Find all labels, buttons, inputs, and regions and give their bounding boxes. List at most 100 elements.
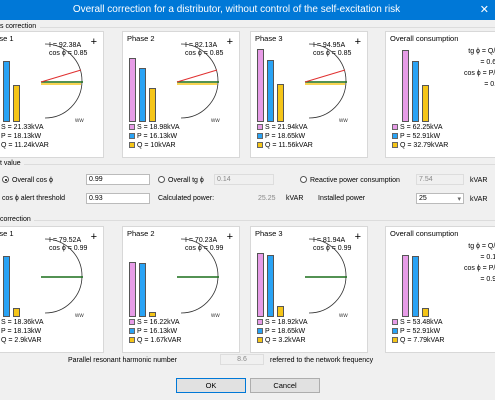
panel-title: Overall consumption	[390, 34, 459, 43]
ok-button[interactable]: OK	[176, 378, 246, 393]
harmonic-value: 8.6	[220, 354, 264, 365]
group-divider-bottom	[34, 220, 495, 221]
close-icon[interactable]: ✕	[479, 4, 489, 16]
cos-formula: cos ϕ = P/S	[463, 70, 495, 77]
legend-s: S = 53.48kVA	[392, 319, 442, 327]
vector-diagram: ww	[40, 43, 84, 124]
alert-threshold-input[interactable]: 0.93	[86, 193, 150, 204]
reactive-input: 7.54	[416, 174, 464, 185]
legend-s: S = 62.25kVA	[392, 124, 442, 132]
s-value: S = 21.33kVA	[1, 124, 44, 131]
overall-cos-option[interactable]: Overall cos ϕ	[2, 176, 53, 184]
swatch-q	[129, 142, 135, 148]
overall-cos-radio[interactable]	[2, 176, 9, 183]
plus-icon: +	[354, 36, 361, 48]
panel-title: hase 1	[0, 229, 14, 238]
current-value: I = 70.23A	[185, 237, 218, 244]
calculated-power-value: 25.25	[258, 195, 276, 202]
calculated-power-unit: kVAR	[286, 195, 304, 202]
bar-group	[0, 44, 33, 122]
bar-p	[412, 256, 419, 317]
q-value: Q = 2.9kVAR	[1, 337, 42, 344]
svg-text:ww: ww	[74, 313, 84, 319]
overall-cos-label: Overall cos ϕ	[12, 177, 53, 184]
cos-value: cos ϕ = 0.85	[49, 50, 88, 57]
legend-q: Q = 2.9kVAR	[0, 337, 42, 345]
panel-title: Overall consumption	[390, 229, 459, 238]
bar-q	[422, 307, 429, 317]
legend-p: P = 16.13kW	[129, 328, 177, 336]
swatch-s	[129, 319, 135, 325]
legend-q: Q = 1.67kVAR	[129, 337, 181, 345]
legend-q: Q = 11.56kVAR	[257, 142, 313, 150]
q-value: Q = 7.79kVAR	[400, 337, 445, 344]
panel-title: hase 1	[0, 34, 14, 43]
bar-p	[139, 68, 146, 122]
plus-icon: +	[90, 36, 97, 48]
bar-s	[402, 50, 409, 122]
legend-s: S = 18.36kVA	[0, 319, 43, 327]
overall-consumption-panel: Overall consumption tg ϕ = Q/P = 0.15 cos ϕ…	[385, 226, 495, 353]
swatch-q	[392, 337, 398, 343]
plus-icon: +	[226, 36, 233, 48]
overall-tg-radio[interactable]	[158, 176, 165, 183]
panel-title: Phase 2	[127, 34, 155, 43]
group-label-target: t value	[0, 160, 21, 167]
legend-p: P = 18.65kW	[257, 328, 305, 336]
vector-diagram: ww	[41, 238, 84, 319]
installed-power-select[interactable]: 25 ▾	[416, 193, 464, 204]
bar-group	[0, 239, 33, 317]
legend-s: S = 16.22kVA	[129, 319, 179, 327]
swatch-q	[129, 337, 135, 343]
q-value: Q = 32.79kVAR	[400, 142, 449, 149]
legend-p: P = 18.13kW	[0, 328, 41, 336]
swatch-p	[392, 133, 398, 139]
q-value: Q = 11.24kVAR	[1, 142, 49, 149]
p-value: P = 18.13kW	[1, 328, 42, 335]
bar-s	[129, 262, 136, 317]
vector-diagram: ww	[304, 43, 348, 124]
chevron-down-icon[interactable]: ▾	[457, 196, 461, 203]
legend-p: P = 16.13kW	[129, 133, 177, 141]
phase-panel: Phase 2 I = 70.23A cos ϕ = 0.99 + ww S = 16.2…	[122, 226, 240, 353]
bar-group	[402, 239, 442, 317]
bar-q	[13, 84, 20, 122]
reactive-label: Reactive power consumption	[310, 177, 400, 184]
bar-s	[402, 254, 409, 317]
title-bar: Overall correction for a distributor, wi…	[0, 0, 495, 20]
overall-cos-input[interactable]: 0.99	[86, 174, 150, 185]
phase-panel: Phase 2 I = 82.13A cos ϕ = 0.85 + ww S = 18.9…	[122, 31, 240, 158]
legend-p: P = 18.65kW	[257, 133, 305, 141]
p-value: P = 18.65kW	[265, 133, 306, 140]
bar-s	[257, 48, 264, 122]
reactive-radio[interactable]	[300, 176, 307, 183]
vector-diagram: ww	[305, 238, 348, 319]
legend-q: Q = 11.24kVAR	[0, 142, 49, 150]
cancel-button[interactable]: Cancel	[250, 378, 320, 393]
current-value: I = 92.38A	[49, 42, 82, 49]
legend-s: S = 21.94kVA	[257, 124, 307, 132]
phase-panel: Phase 3 I = 81.94A cos ϕ = 0.99 + ww S = 18.9…	[250, 226, 368, 353]
calculated-power-label: Calculated power:	[158, 195, 215, 202]
bar-p	[3, 256, 10, 317]
s-value: S = 16.22kVA	[137, 319, 180, 326]
q-value: Q = 3.2kVAR	[265, 337, 306, 344]
bar-group	[129, 239, 169, 317]
tan-formula: tg ϕ = Q/P	[468, 243, 495, 250]
bar-p	[3, 61, 10, 122]
reactive-option[interactable]: Reactive power consumption	[300, 176, 400, 184]
legend-q: Q = 7.79kVAR	[392, 337, 444, 345]
bar-group	[257, 239, 297, 317]
cos-value: cos ϕ = 0.85	[185, 50, 224, 57]
overall-tg-option[interactable]: Overall tg ϕ	[158, 176, 204, 184]
group-label-bottom: correction	[0, 216, 31, 223]
cos-value: cos ϕ = 0.99	[49, 245, 88, 252]
swatch-s	[129, 124, 135, 130]
bar-p	[412, 61, 419, 122]
s-value: S = 62.25kVA	[400, 124, 443, 131]
p-value: P = 52.91kW	[400, 133, 441, 140]
plus-icon: +	[354, 231, 361, 243]
cos-formula: cos ϕ = P/S	[463, 265, 495, 272]
